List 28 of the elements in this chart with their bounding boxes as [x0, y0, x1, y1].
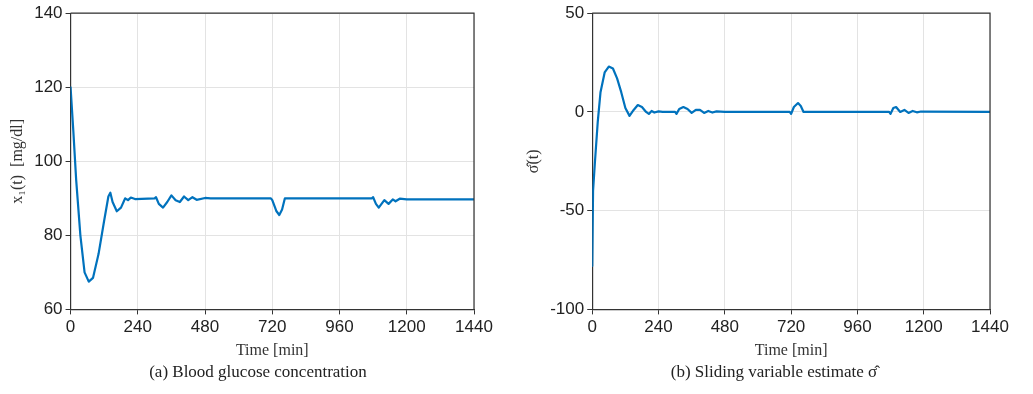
- x-tick-label: 1200: [387, 317, 426, 337]
- y-tick-label: 80: [43, 225, 63, 245]
- y-tick-label: 50: [565, 2, 585, 22]
- x-tick-label: 240: [123, 317, 152, 337]
- x-tick-label: 1440: [455, 317, 493, 337]
- y-axis-title: x₁(t) [mg/dl]: [7, 118, 26, 204]
- x-tick-label: 480: [710, 317, 739, 337]
- text: (b) Sliding variable estimate σ̂: [669, 362, 881, 382]
- y-tick-label: -100: [550, 299, 585, 319]
- text: (a) Blood glucose concentration: [148, 362, 368, 382]
- y-tick-label: 140: [34, 2, 63, 22]
- x-tick-label: 480: [190, 317, 220, 337]
- y-tick-label: 0: [574, 101, 585, 121]
- x-tick-label: 960: [325, 317, 354, 337]
- x-tick-label: 1440: [971, 317, 1009, 337]
- x-tick-label: 240: [644, 317, 673, 337]
- y-axis-title: σ̂(t): [523, 149, 542, 174]
- x-axis-title: Time [min]: [754, 340, 828, 358]
- x-tick-label: 720: [258, 317, 287, 337]
- y-tick-label: 100: [34, 150, 63, 170]
- x-tick-label: 960: [843, 317, 872, 337]
- x-tick-label: 1200: [904, 317, 943, 337]
- x-tick-label: 720: [776, 317, 806, 337]
- y-tick-label: -50: [559, 200, 585, 220]
- x-tick-label: 0: [65, 317, 76, 337]
- x-axis-title: Time [min]: [235, 340, 309, 358]
- y-tick-label: 120: [34, 76, 63, 96]
- y-tick-label: 60: [43, 299, 63, 319]
